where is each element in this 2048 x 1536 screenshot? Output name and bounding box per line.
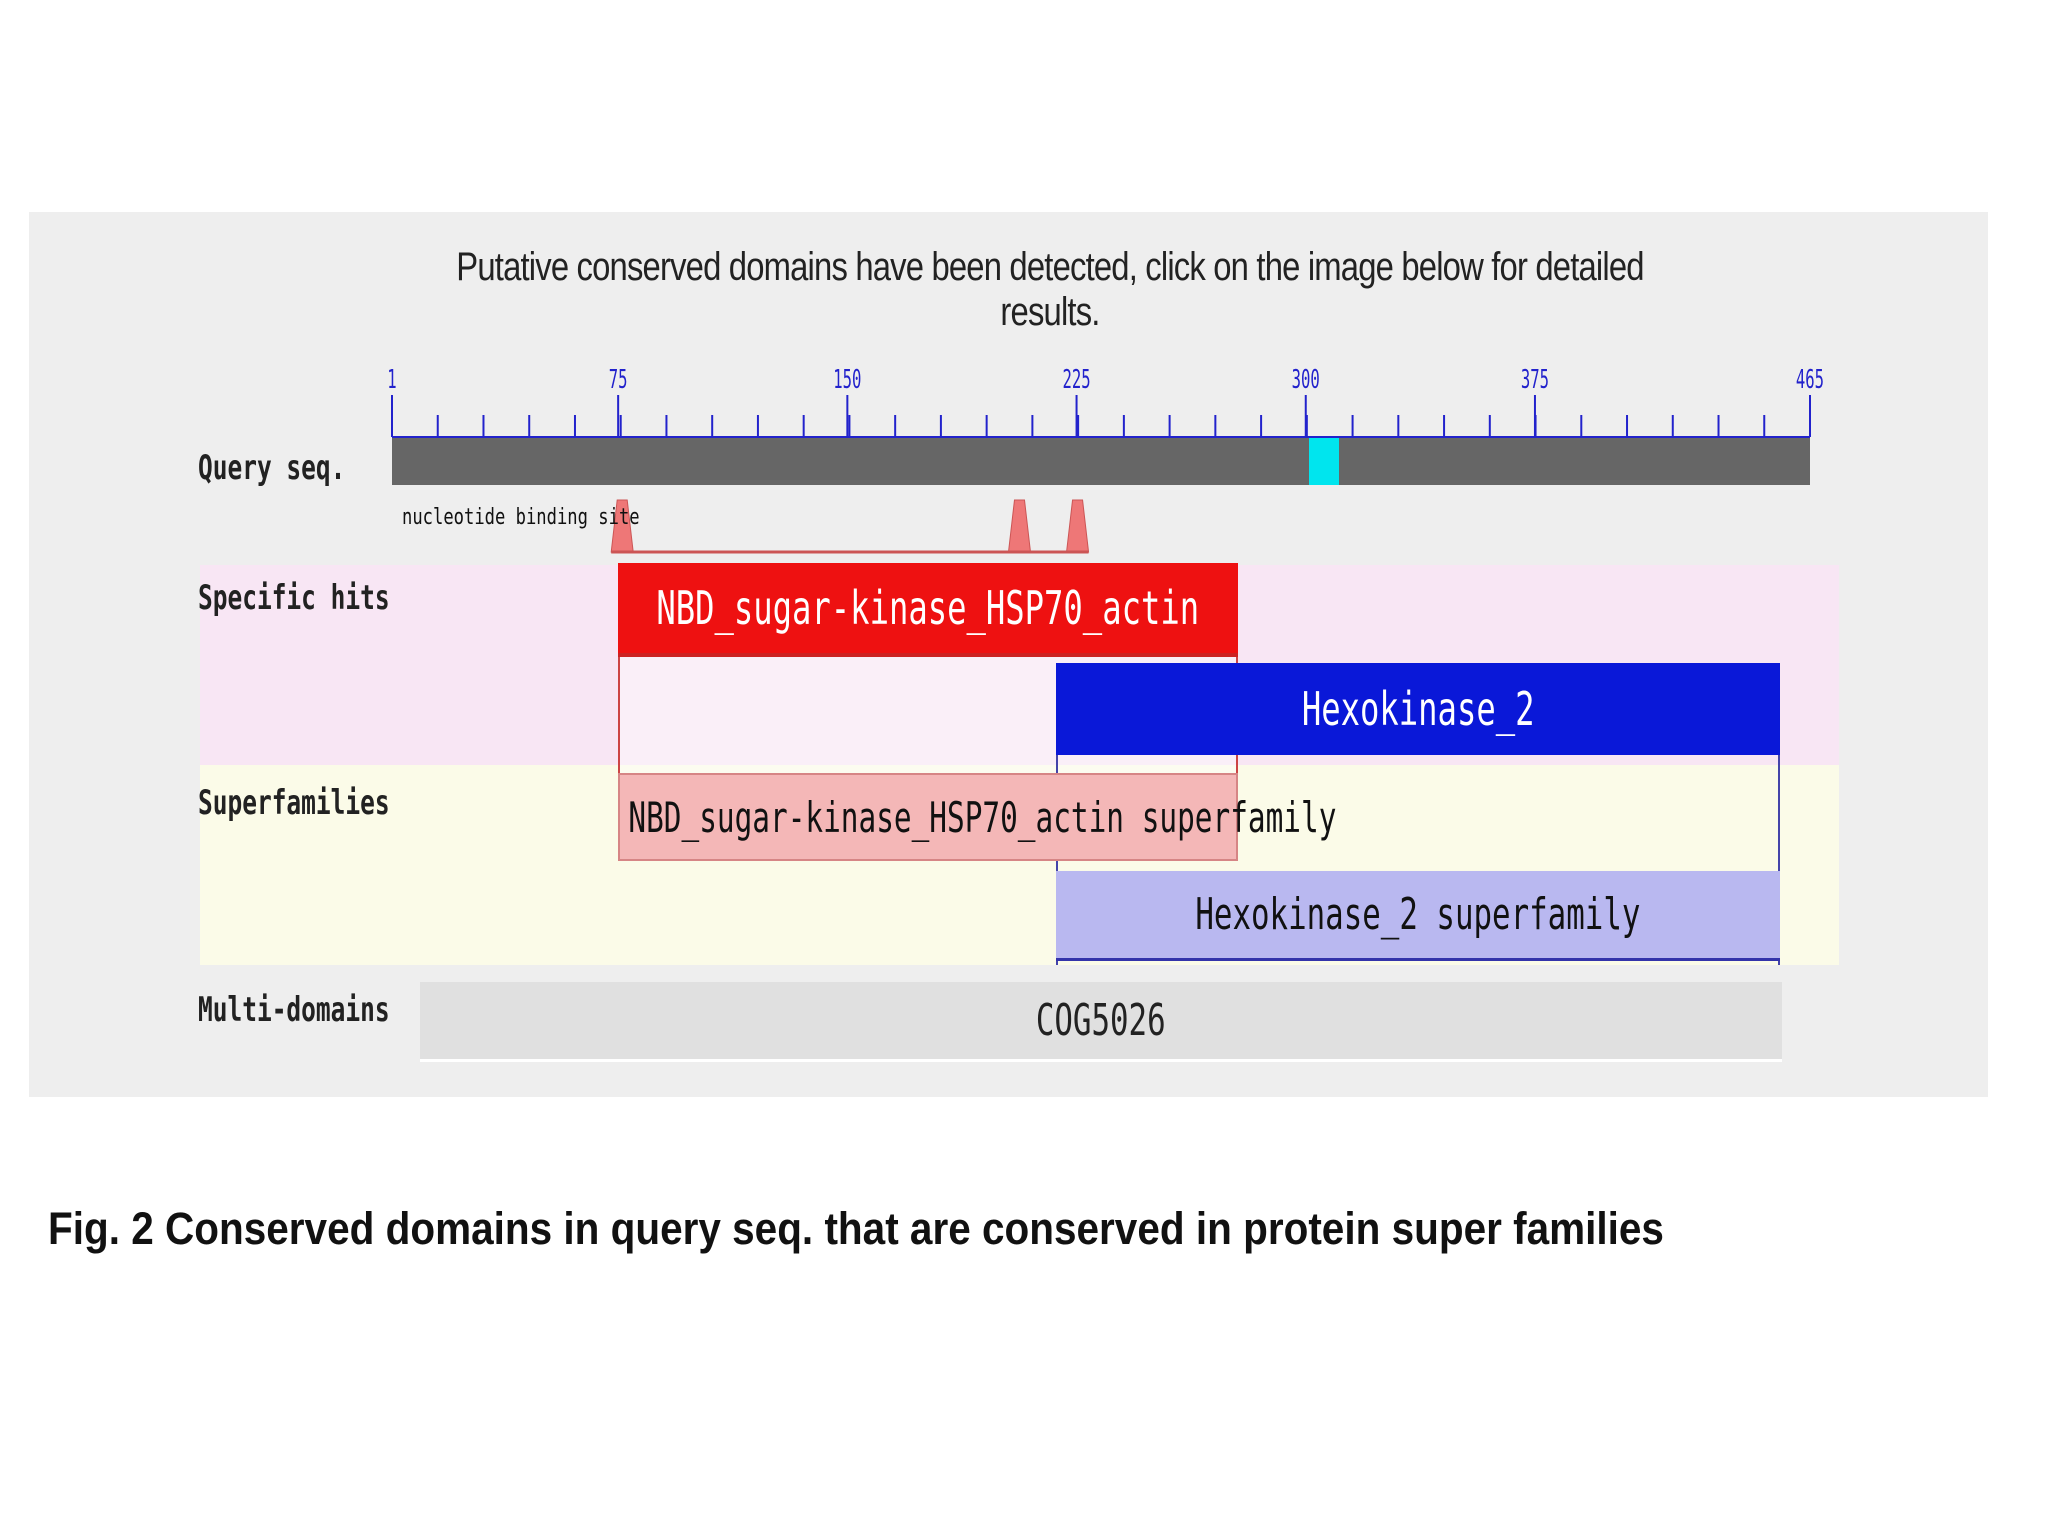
specific-hits-label: Specific hits: [198, 578, 390, 618]
hexokinase-specific-hit-label: Hexokinase_2: [1301, 682, 1535, 736]
ruler-tick-label: 465: [1796, 365, 1824, 395]
ruler-tick-label: 75: [609, 365, 628, 395]
superfamilies-label: Superfamilies: [198, 783, 390, 823]
binding-site-marker[interactable]: [1065, 499, 1090, 553]
ruler-tick-label: 150: [833, 365, 861, 395]
multi-domains-label: Multi-domains: [198, 990, 390, 1030]
query-sequence-highlight: [1308, 437, 1340, 485]
ruler-tick-label: 375: [1521, 365, 1549, 395]
nbd-sugar-kinase-superfamily[interactable]: NBD_sugar-kinase_HSP70_actin superfamily: [618, 773, 1336, 861]
query-sequence-bar[interactable]: [392, 437, 1810, 485]
nbd-sugar-kinase-specific-hit[interactable]: NBD_sugar-kinase_HSP70_actin: [618, 563, 1238, 657]
ruler-tick-label: 1: [387, 365, 396, 395]
ruler-tick-label: 300: [1292, 365, 1320, 395]
nbd-superfamily-label: NBD_sugar-kinase_HSP70_actin superfamily: [628, 792, 1337, 842]
figure-caption: Fig. 2 Conserved domains in query seq. t…: [48, 1203, 1664, 1254]
binding-site-marker[interactable]: [1007, 499, 1032, 553]
nucleotide-binding-site-label: nucleotide binding site: [402, 505, 640, 530]
nbd-specific-hit-label: NBD_sugar-kinase_HSP70_actin: [656, 581, 1200, 635]
cog5026-multi-domain[interactable]: COG5026: [420, 982, 1782, 1062]
hexokinase-2-superfamily[interactable]: Hexokinase_2 superfamily: [1056, 871, 1780, 961]
hexokinase-2-specific-hit[interactable]: Hexokinase_2: [1056, 663, 1780, 755]
hexokinase-superfamily-label: Hexokinase_2 superfamily: [1195, 889, 1641, 940]
multi-domain-label: COG5026: [1036, 995, 1166, 1046]
ruler-tick-label: 225: [1062, 365, 1090, 395]
query-seq-label: Query seq.: [198, 448, 346, 488]
panel-header: Putative conserved domains have been det…: [456, 245, 1644, 334]
